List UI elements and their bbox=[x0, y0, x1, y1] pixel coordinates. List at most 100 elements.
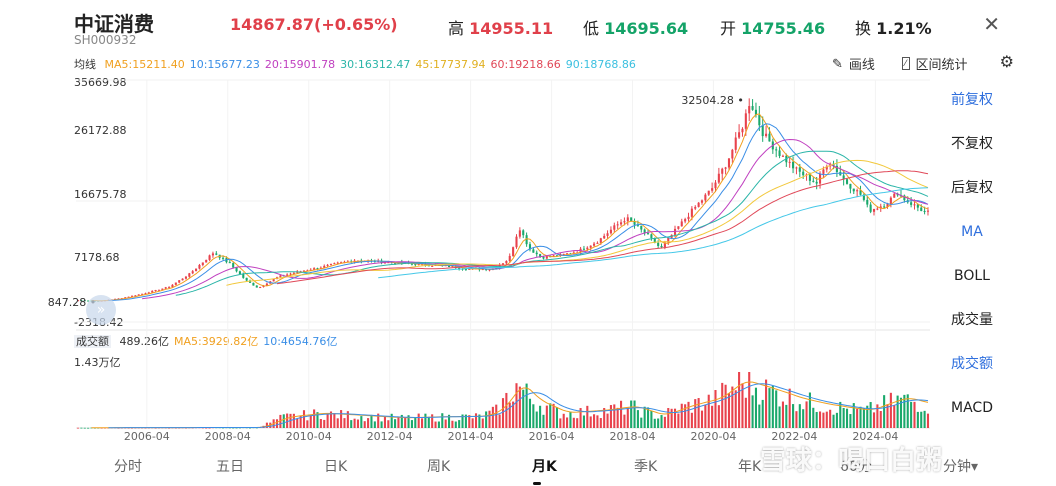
close-icon[interactable]: ✕ bbox=[983, 12, 1000, 36]
volume-bar bbox=[80, 427, 83, 429]
side-menu-item[interactable]: 成交量 bbox=[951, 312, 993, 328]
volume-bar bbox=[481, 418, 484, 428]
volume-bar bbox=[471, 418, 474, 428]
volume-bar bbox=[714, 390, 717, 428]
volume-bar bbox=[306, 420, 309, 428]
volume-bar bbox=[404, 417, 407, 428]
period-tab[interactable]: 日K bbox=[324, 459, 348, 475]
volume-bar bbox=[670, 408, 673, 428]
volume-bar bbox=[593, 414, 596, 428]
range-stats-button[interactable]: ⁄ 区间统计 bbox=[898, 52, 972, 75]
volume-bar bbox=[421, 418, 424, 428]
side-menu-item[interactable]: 前复权 bbox=[951, 92, 993, 108]
period-tab[interactable]: 年K bbox=[738, 459, 762, 475]
price-annotation: 847.28 • bbox=[48, 296, 96, 309]
candle bbox=[431, 265, 434, 267]
volume-bar bbox=[687, 401, 690, 428]
range-stats-label: 区间统计 bbox=[915, 57, 968, 72]
period-tab[interactable]: 分钟▾ bbox=[943, 459, 979, 475]
volume-bar bbox=[758, 404, 761, 428]
period-tab[interactable]: 分时 bbox=[114, 459, 142, 475]
candle bbox=[717, 173, 720, 183]
volume-bar bbox=[474, 413, 478, 428]
volume-bar bbox=[825, 411, 828, 428]
candle bbox=[495, 267, 498, 270]
volume-bar bbox=[852, 403, 855, 428]
candle bbox=[758, 114, 761, 126]
candle bbox=[184, 276, 188, 279]
ma-line bbox=[226, 159, 929, 286]
candle bbox=[883, 206, 886, 208]
period-tab[interactable]: 月K bbox=[532, 459, 557, 475]
candle bbox=[326, 264, 329, 266]
volume-bar bbox=[620, 400, 623, 428]
candle bbox=[812, 180, 815, 182]
gear-icon[interactable]: ⚙ bbox=[999, 52, 1014, 71]
volume-bar bbox=[485, 411, 488, 428]
volume-bar bbox=[657, 418, 660, 428]
candle bbox=[147, 292, 150, 294]
volume-bar bbox=[545, 405, 548, 428]
candle bbox=[849, 183, 852, 189]
volume-bar bbox=[579, 408, 582, 428]
candle bbox=[458, 267, 461, 269]
volume-bar bbox=[849, 414, 852, 428]
volume-bar bbox=[205, 427, 208, 429]
side-menu-item[interactable]: 成交额 bbox=[951, 356, 993, 372]
side-menu-item[interactable]: MACD bbox=[951, 400, 993, 416]
volume-bar bbox=[232, 427, 235, 429]
volume-bar bbox=[724, 384, 727, 428]
low-stat: 低 14695.64 bbox=[583, 15, 688, 39]
draw-line-button[interactable]: ✎ 画线 bbox=[828, 52, 879, 75]
candle bbox=[336, 262, 339, 264]
candle bbox=[532, 249, 535, 253]
volume-bar bbox=[673, 408, 677, 428]
volume-bar bbox=[390, 413, 393, 428]
y-tick-label: 35669.98 bbox=[74, 76, 127, 89]
volume-bar bbox=[879, 411, 882, 428]
volume-bar bbox=[343, 418, 346, 428]
volume-bar bbox=[323, 419, 326, 428]
x-tick-label: 2020-04 bbox=[690, 430, 736, 443]
expand-arrow-icon[interactable]: » bbox=[86, 295, 116, 325]
side-menu-item[interactable]: MA bbox=[961, 224, 983, 240]
candle bbox=[775, 149, 778, 151]
candle bbox=[215, 253, 218, 255]
volume-bar bbox=[788, 388, 791, 428]
period-tab[interactable]: 五日 bbox=[216, 459, 244, 475]
volume-bar bbox=[434, 421, 437, 428]
candle bbox=[515, 236, 518, 248]
candle bbox=[518, 230, 521, 237]
volume-bar bbox=[130, 427, 134, 429]
side-menu-item[interactable]: 后复权 bbox=[951, 180, 993, 196]
volume-bar bbox=[444, 419, 447, 428]
volume-bar bbox=[754, 387, 758, 428]
kline-chart[interactable]: 32504.28 • 847.28 • 2006-04 2008-04 2010-04… bbox=[0, 0, 936, 452]
period-tab[interactable]: 周K bbox=[427, 459, 451, 475]
volume-bar bbox=[822, 412, 825, 428]
draw-line-label: 画线 bbox=[848, 57, 875, 72]
volume-bar bbox=[542, 414, 545, 428]
volume-bar bbox=[397, 416, 400, 428]
period-tab[interactable]: 季K bbox=[634, 459, 658, 475]
candle bbox=[248, 280, 252, 283]
volume-bar bbox=[626, 407, 629, 428]
side-menu-item[interactable]: BOLL bbox=[954, 268, 990, 284]
volume-bar bbox=[646, 407, 650, 428]
ma-legend: 均线 MA5:15211.40 10:15677.23 20:15901.78 30:… bbox=[74, 56, 641, 72]
volume-bar bbox=[576, 418, 579, 428]
candle bbox=[329, 263, 333, 265]
side-menu-item[interactable]: 不复权 bbox=[951, 136, 993, 152]
low-value: 14695.64 bbox=[604, 19, 689, 38]
candle bbox=[646, 233, 650, 235]
candle bbox=[842, 175, 845, 180]
candle bbox=[640, 225, 643, 230]
ma-legend-item: 10:15677.23 bbox=[189, 58, 260, 71]
candle bbox=[245, 277, 248, 281]
candle bbox=[464, 269, 467, 271]
volume-bar bbox=[815, 411, 818, 428]
candle bbox=[242, 274, 245, 278]
volume-bar bbox=[309, 415, 312, 428]
period-tab[interactable]: 60分 bbox=[840, 459, 872, 475]
volume-bar bbox=[501, 398, 505, 428]
